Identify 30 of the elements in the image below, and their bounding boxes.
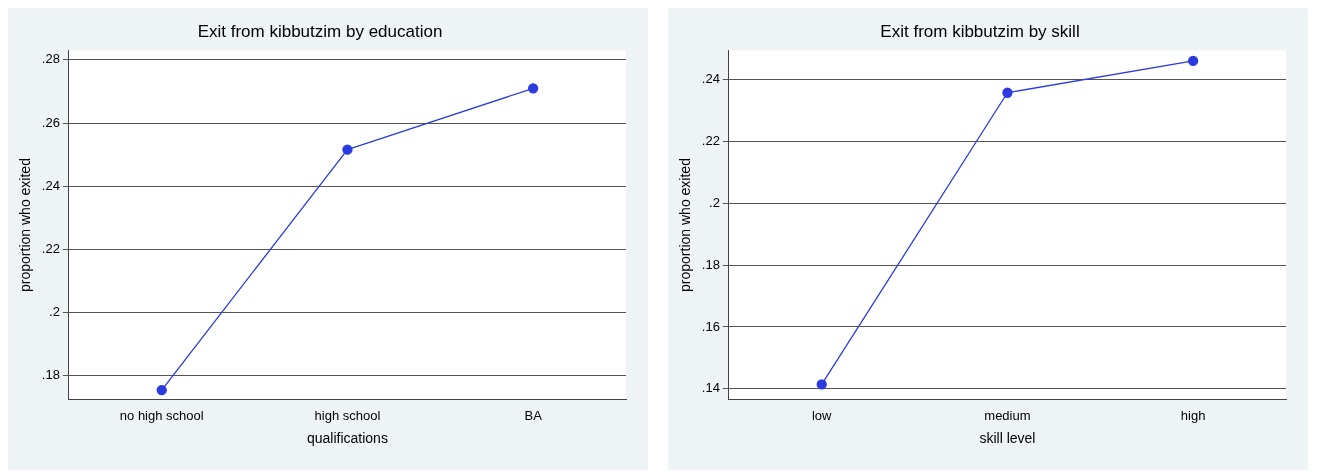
x-axis-title: qualifications xyxy=(306,430,388,447)
chart-title: Exit from kibbutzim by education xyxy=(197,21,443,41)
point xyxy=(528,83,539,94)
y-tick-label: .16 xyxy=(701,318,720,334)
y-tick-label: .22 xyxy=(701,133,720,149)
chart-title: Exit from kibbutzim by skill xyxy=(880,21,1080,41)
x-tick-label: no high school xyxy=(119,407,204,423)
y-tick-label: .24 xyxy=(701,71,720,87)
y-tick-label: .14 xyxy=(701,380,720,396)
y-axis-title: proportion who exited xyxy=(677,158,694,292)
point xyxy=(1002,87,1013,98)
y-tick-label: .24 xyxy=(41,177,60,193)
y-axis-title: proportion who exited xyxy=(17,158,34,292)
x-tick-label: medium xyxy=(984,407,1031,423)
point xyxy=(816,379,827,390)
y-tick-label: .22 xyxy=(41,241,60,257)
y-tick-label: .28 xyxy=(41,51,60,67)
y-tick-label: .18 xyxy=(41,367,60,383)
x-tick-label: high xyxy=(1180,407,1206,423)
x-tick-label: high school xyxy=(314,407,381,423)
point xyxy=(342,144,353,155)
x-tick-label: low xyxy=(811,407,833,423)
x-tick-label: BA xyxy=(524,407,543,423)
y-tick-label: .18 xyxy=(701,256,720,272)
y-tick-label: .2 xyxy=(49,304,60,320)
y-tick-label: .26 xyxy=(41,114,60,130)
y-tick-label: .2 xyxy=(709,194,720,210)
x-axis-title: skill level xyxy=(979,430,1036,447)
point xyxy=(156,384,167,396)
point xyxy=(1188,55,1199,67)
